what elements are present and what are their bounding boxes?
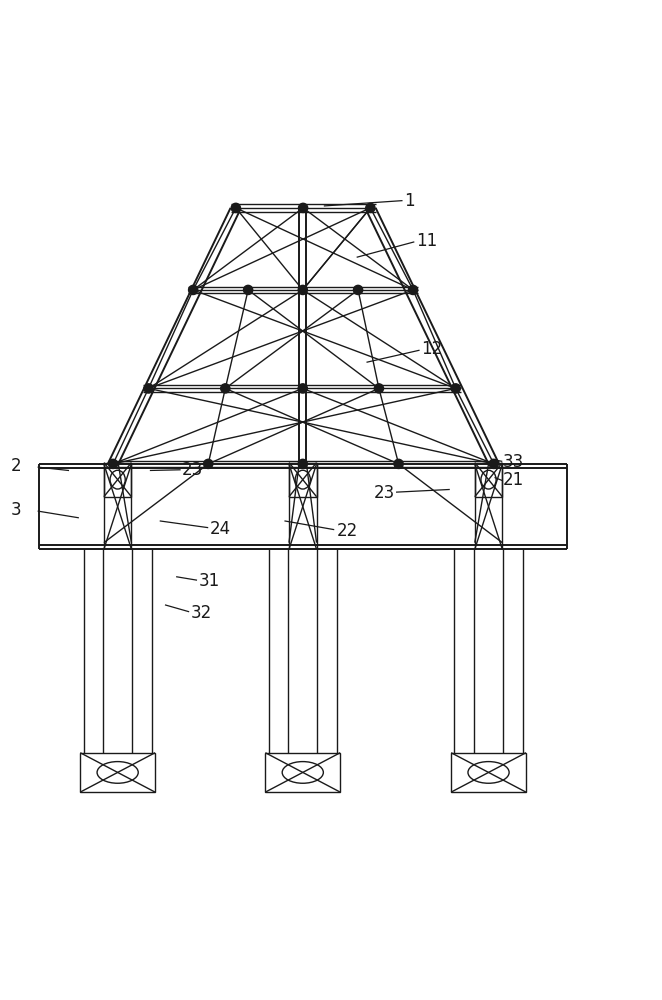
Circle shape <box>354 285 363 295</box>
Circle shape <box>451 384 460 393</box>
Text: 24: 24 <box>211 520 231 538</box>
Circle shape <box>374 384 383 393</box>
Bar <box>104 463 132 497</box>
Text: 23: 23 <box>374 484 395 502</box>
Bar <box>451 753 526 792</box>
Circle shape <box>366 203 375 212</box>
Text: 11: 11 <box>416 232 438 250</box>
Circle shape <box>299 203 308 212</box>
Circle shape <box>189 285 198 295</box>
Bar <box>475 463 502 497</box>
Text: 12: 12 <box>422 340 443 358</box>
Text: 23: 23 <box>181 461 203 479</box>
Circle shape <box>204 459 213 468</box>
Text: 31: 31 <box>199 572 220 590</box>
Circle shape <box>489 459 498 468</box>
Circle shape <box>298 384 307 393</box>
Circle shape <box>109 459 118 468</box>
Circle shape <box>408 285 418 295</box>
Circle shape <box>231 203 240 212</box>
Bar <box>265 753 340 792</box>
Bar <box>289 463 316 497</box>
Circle shape <box>298 285 307 295</box>
Text: 33: 33 <box>503 453 524 471</box>
Text: 3: 3 <box>11 501 21 519</box>
Circle shape <box>220 384 230 393</box>
Text: 2: 2 <box>11 457 21 475</box>
Circle shape <box>394 459 403 468</box>
Text: 21: 21 <box>503 471 524 489</box>
Text: 32: 32 <box>191 604 212 622</box>
Bar <box>80 753 155 792</box>
Text: 22: 22 <box>336 522 357 540</box>
Circle shape <box>244 285 253 295</box>
Text: 1: 1 <box>404 192 415 210</box>
Circle shape <box>298 459 307 468</box>
Circle shape <box>144 384 153 393</box>
